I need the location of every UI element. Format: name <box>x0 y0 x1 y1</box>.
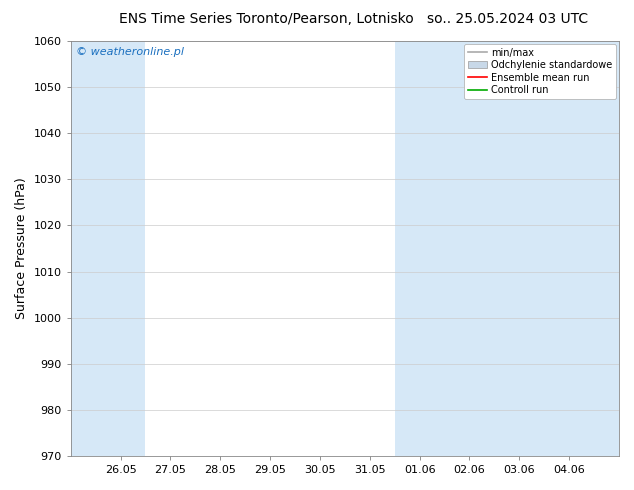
Bar <box>544 41 619 456</box>
Bar <box>71 41 145 456</box>
Text: so.. 25.05.2024 03 UTC: so.. 25.05.2024 03 UTC <box>427 12 588 26</box>
Text: © weatheronline.pl: © weatheronline.pl <box>76 47 184 57</box>
Text: ENS Time Series Toronto/Pearson, Lotnisko: ENS Time Series Toronto/Pearson, Lotnisk… <box>119 12 413 26</box>
Legend: min/max, Odchylenie standardowe, Ensemble mean run, Controll run: min/max, Odchylenie standardowe, Ensembl… <box>463 44 616 99</box>
Y-axis label: Surface Pressure (hPa): Surface Pressure (hPa) <box>15 178 28 319</box>
Bar <box>395 41 495 456</box>
Bar <box>495 41 544 456</box>
